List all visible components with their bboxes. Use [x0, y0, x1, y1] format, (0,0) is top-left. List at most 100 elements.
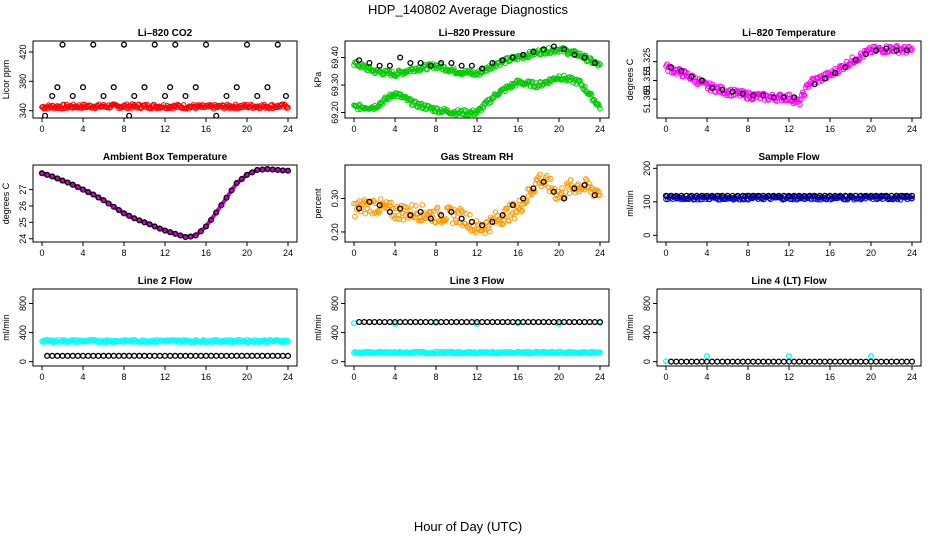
rh-band-point — [518, 208, 524, 215]
co2-data-point — [110, 84, 117, 91]
rh-xtick-label: 12 — [472, 248, 482, 258]
rh-band-point — [400, 217, 407, 223]
li820temp-xtick-label: 0 — [663, 124, 668, 134]
rh-series-1 — [356, 178, 598, 229]
co2-xtick-label: 24 — [283, 124, 293, 134]
pressure-data-point — [509, 54, 516, 61]
rh-ylabel: percent — [313, 188, 323, 219]
co2-data-point — [192, 84, 199, 91]
line4-data-point — [729, 358, 736, 365]
line4-data-point — [893, 358, 900, 365]
co2-series-0 — [39, 101, 291, 112]
line2-data-point — [85, 352, 92, 359]
line2-xtick-label: 8 — [121, 372, 126, 382]
line2-data-point — [126, 352, 133, 359]
ambient-xtick-label: 4 — [80, 248, 85, 258]
ambient-data-point — [146, 221, 153, 228]
ambient-data-point — [151, 223, 158, 230]
li820temp-band-point — [680, 73, 686, 80]
rh-band-point — [376, 207, 383, 214]
panel-li820temp: Li–820 Temperature degrees C 0 4 8 12 16 20 24 51… — [625, 28, 922, 134]
line2-ytick-label: 0 — [18, 359, 28, 364]
pressure-data-point — [427, 62, 434, 69]
pressure-ytick-label: 69.30 — [330, 74, 340, 97]
li820temp-xtick-label: 20 — [866, 124, 876, 134]
line2-data-point — [254, 352, 261, 359]
line2-data-point — [156, 352, 163, 359]
line2-data-point — [192, 352, 199, 359]
panel-line2: Line 2 Flow ml/min 0 4 8 12 16 20 24 0 400 800 — [1, 276, 298, 382]
line3-xtick-label: 4 — [392, 372, 397, 382]
sample-ytick-label: 200 — [642, 161, 652, 176]
li820temp-band-point — [776, 92, 782, 98]
pressure-ytick-label: 69.20 — [330, 101, 340, 124]
line3-data-point — [479, 319, 486, 326]
li820temp-data-point — [842, 64, 849, 71]
line4-data-point — [698, 358, 705, 365]
pressure-xtick-label: 24 — [595, 124, 605, 134]
sample-series-1 — [662, 192, 916, 199]
line2-data-point — [172, 352, 179, 359]
co2-data-point — [213, 112, 220, 118]
pressure-data-point — [571, 51, 578, 58]
line2-data-point — [131, 352, 138, 359]
co2-band-point — [285, 104, 291, 111]
rh-band-point — [512, 208, 519, 214]
line2-data-point — [110, 352, 117, 359]
ambient-xtick-label: 20 — [242, 248, 252, 258]
rh-series-0 — [351, 171, 603, 237]
rh-data-point — [581, 182, 588, 189]
co2-data-point — [90, 41, 97, 48]
li820temp-data-point — [791, 94, 798, 101]
li820temp-data-point — [903, 47, 910, 54]
pressure-band-point — [597, 105, 603, 112]
ambient-xtick-label: 0 — [39, 248, 44, 258]
line3-data-point — [350, 320, 358, 327]
li820temp-band-point — [816, 79, 822, 85]
rh-data-point — [356, 205, 363, 212]
line4-data-point — [775, 358, 782, 365]
line4-data-point — [837, 358, 844, 365]
line3-data-point — [407, 319, 414, 326]
line2-data-point — [177, 352, 184, 359]
line4-data-point — [862, 358, 869, 365]
line3-data-point — [545, 319, 552, 326]
pressure-data-point — [468, 62, 475, 69]
rh-xtick-label: 16 — [513, 248, 523, 258]
co2-ytick-label: 420 — [18, 44, 28, 59]
line4-xtick-label: 12 — [784, 372, 794, 382]
line3-data-point — [571, 319, 578, 326]
rh-data-point — [540, 178, 547, 185]
co2-data-point — [120, 41, 128, 48]
li820temp-xtick-label: 4 — [704, 124, 709, 134]
line2-data-point — [279, 352, 286, 359]
rh-band-point — [388, 199, 394, 206]
co2-data-point — [243, 41, 251, 48]
co2-xtick-label: 4 — [80, 124, 85, 134]
rh-data-point — [458, 215, 465, 222]
line3-data-point — [566, 319, 573, 326]
line4-data-point — [903, 358, 910, 365]
rh-band-point — [434, 204, 441, 211]
line2-title: Line 2 Flow — [138, 276, 193, 287]
pressure-band-point — [379, 101, 386, 107]
rh-band-point — [505, 217, 511, 224]
line3-data-point — [438, 319, 445, 326]
co2-data-point — [223, 92, 230, 100]
rh-band-point — [364, 206, 371, 212]
line3-data-point — [484, 319, 491, 326]
line2-data-point — [213, 352, 220, 359]
rh-data-point — [366, 198, 373, 205]
ambient-data-point — [202, 223, 210, 230]
pressure-data-point — [581, 54, 588, 61]
sample-xtick-label: 16 — [825, 248, 835, 258]
ambient-data-point — [218, 202, 225, 209]
line4-xtick-label: 16 — [825, 372, 835, 382]
li820temp-band-point — [677, 66, 684, 73]
panel-rh: Gas Stream RH percent 0 4 8 12 16 20 24 0.20 0.30 — [313, 152, 610, 258]
rh-band-point — [559, 185, 565, 191]
co2-data-point — [42, 112, 49, 118]
line2-data-point — [74, 352, 81, 359]
rh-band-point — [386, 199, 392, 206]
